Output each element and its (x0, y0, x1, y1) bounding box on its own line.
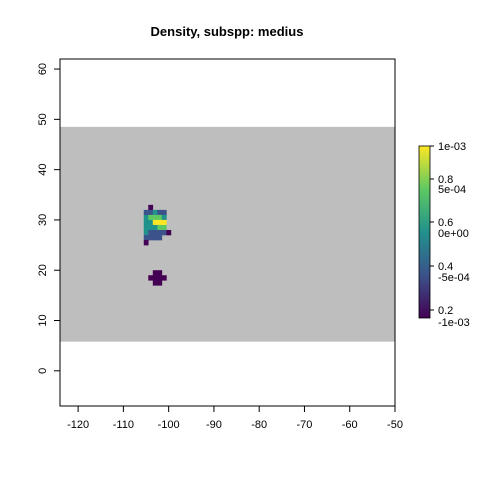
heatmap-cell (157, 209, 163, 216)
heatmap-cell (157, 229, 163, 236)
heatmap-cell (148, 275, 154, 281)
colorbar-label: 0.6 (438, 217, 453, 229)
x-axis: -120 -110 -100 -90 -80 -70 -60 -50 (67, 405, 403, 431)
heatmap-cell (143, 219, 149, 226)
y-tick-label: 40 (37, 164, 49, 176)
heatmap-cell (148, 224, 154, 231)
colorbar-label: 1e-03 (438, 141, 466, 153)
x-tick-label: -70 (297, 419, 313, 431)
heatmap-cell (143, 235, 149, 241)
heatmap-cell (152, 224, 158, 231)
heatmap-cell (143, 214, 149, 221)
colorbar-label: -1e-03 (438, 317, 470, 329)
heatmap-cell (157, 270, 163, 276)
colorbar-left-labels: 0.2 0.4 0.6 0.8 1e-03 (430, 141, 466, 317)
y-tick-label: 60 (37, 63, 49, 75)
heatmap-cell (157, 275, 163, 281)
background-band (60, 126, 395, 342)
heatmap-cell (157, 224, 163, 231)
y-tick-label: 30 (37, 214, 49, 226)
heatmap-cells (143, 204, 172, 286)
heatmap-cell (161, 275, 167, 281)
chart-title: Density, subspp: medius (151, 24, 304, 39)
colorbar: 0.2 0.4 0.6 0.8 1e-03 -1e-03 -5e-04 0e+00 5e-04 (418, 141, 470, 329)
colorbar-gradient (418, 145, 431, 319)
heatmap-cell (152, 280, 158, 286)
heatmap-cell (161, 214, 167, 221)
heatmap-cell (161, 219, 167, 226)
heatmap-cell (157, 280, 163, 286)
heatmap-cell (161, 229, 167, 236)
heatmap-cell (152, 214, 158, 221)
heatmap-cell (143, 209, 149, 216)
heatmap-cell (152, 209, 158, 216)
heatmap-cell (157, 214, 163, 221)
heatmap-cell (157, 219, 163, 226)
heatmap-cell (152, 275, 158, 281)
heatmap-cell (152, 219, 158, 226)
colorbar-label: 0.8 (438, 174, 453, 186)
x-tick-label: -90 (206, 419, 222, 431)
x-tick-label: -100 (158, 419, 180, 431)
y-tick-label: 10 (37, 314, 49, 326)
colorbar-right-labels: -1e-03 -5e-04 0e+00 5e-04 (438, 184, 470, 329)
heatmap-cell (152, 229, 158, 236)
colorbar-label: 0.4 (438, 261, 453, 273)
y-tick-label: 50 (37, 113, 49, 125)
heatmap-cell (152, 270, 158, 276)
x-tick-label: -120 (67, 419, 89, 431)
x-tick-label: -80 (251, 419, 267, 431)
y-axis: 0 10 20 30 40 50 60 (37, 63, 61, 374)
heatmap-cell (148, 219, 154, 226)
colorbar-label: 5e-04 (438, 184, 466, 196)
heatmap-cell (143, 240, 149, 246)
heatmap-cell (166, 229, 172, 236)
heatmap-cell (152, 235, 158, 241)
x-tick-label: -110 (113, 419, 134, 431)
heatmap-cell (148, 235, 154, 241)
heatmap-cell (143, 229, 149, 236)
y-tick-label: 0 (37, 368, 49, 374)
heatmap-cell (148, 204, 154, 211)
heatmap-cell (161, 224, 167, 231)
y-tick-label: 20 (37, 264, 49, 276)
heatmap-cell (161, 209, 167, 216)
heatmap-cell (148, 214, 154, 221)
x-tick-label: -60 (342, 419, 358, 431)
heatmap-cell (143, 224, 149, 231)
x-tick-label: -50 (387, 419, 403, 431)
colorbar-label: 0e+00 (438, 228, 469, 240)
heatmap-cell (148, 229, 154, 236)
heatmap-cell (157, 235, 163, 241)
colorbar-label: 0.2 (438, 305, 453, 317)
heatmap-cell (148, 209, 154, 216)
colorbar-label: -5e-04 (438, 272, 470, 284)
